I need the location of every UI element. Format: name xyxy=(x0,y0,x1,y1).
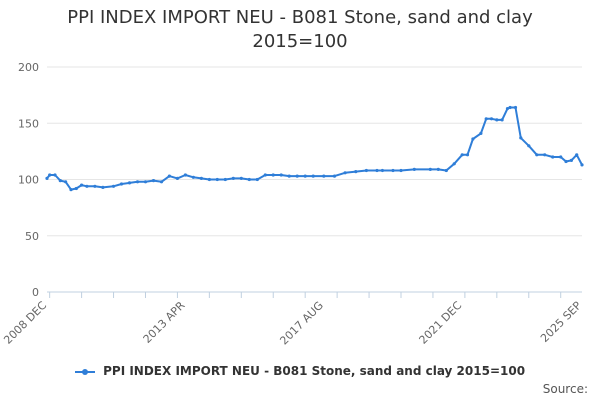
data-point xyxy=(263,173,267,177)
data-point xyxy=(215,177,219,182)
data-point xyxy=(69,188,73,192)
y-tick-label: 150 xyxy=(18,117,39,130)
y-tick-label: 0 xyxy=(32,286,39,299)
data-point xyxy=(303,174,307,178)
data-point xyxy=(513,105,518,110)
data-point xyxy=(564,159,568,164)
y-tick-label: 50 xyxy=(25,230,39,243)
data-point xyxy=(239,176,243,180)
data-point xyxy=(527,144,531,148)
data-point xyxy=(500,118,504,122)
data-point xyxy=(85,184,89,188)
chart-title: PPI INDEX IMPORT NEU - B081 Stone, sand … xyxy=(0,6,600,54)
data-point xyxy=(127,181,132,185)
data-point xyxy=(255,177,259,182)
data-point xyxy=(64,180,68,184)
data-point xyxy=(58,179,62,183)
data-point xyxy=(271,173,275,177)
data-point xyxy=(354,170,358,174)
data-point xyxy=(375,168,379,173)
legend[interactable]: PPI INDEX IMPORT NEU - B081 Stone, sand … xyxy=(0,364,600,378)
data-point xyxy=(53,173,57,177)
data-point xyxy=(247,177,251,182)
data-point xyxy=(460,153,464,157)
data-point xyxy=(399,168,403,173)
data-point xyxy=(412,167,416,171)
data-point xyxy=(45,176,49,180)
data-point xyxy=(465,153,470,157)
data-point xyxy=(135,180,140,184)
chart-title-line-1: PPI INDEX IMPORT NEU - B081 Stone, sand … xyxy=(67,7,533,28)
data-point xyxy=(175,176,179,180)
data-point xyxy=(559,155,563,159)
data-point xyxy=(295,174,299,178)
data-point xyxy=(569,158,574,162)
series-layer xyxy=(45,105,584,192)
x-tick-label: 2013 APR xyxy=(141,299,188,346)
data-point xyxy=(223,177,227,182)
data-point xyxy=(74,186,78,191)
data-point xyxy=(311,174,315,178)
data-point xyxy=(471,137,475,141)
data-point xyxy=(380,168,384,173)
data-point xyxy=(207,177,211,182)
data-point xyxy=(495,118,499,122)
x-tick-label: 2017 AUG xyxy=(277,299,326,348)
data-point xyxy=(580,163,584,167)
data-point xyxy=(191,175,195,179)
data-point xyxy=(428,167,432,171)
chart-title-line-2: 2015=100 xyxy=(252,31,348,52)
data-point xyxy=(452,162,456,166)
data-point xyxy=(111,184,116,188)
data-point xyxy=(80,183,84,187)
data-point xyxy=(391,168,395,173)
data-point xyxy=(551,155,555,159)
source-label[interactable]: Source: xyxy=(542,382,588,396)
x-tick-label: 2025 SEP xyxy=(538,299,584,345)
data-point xyxy=(101,185,105,189)
data-point xyxy=(343,171,347,175)
data-point xyxy=(505,107,510,111)
data-point xyxy=(199,176,203,180)
data-point xyxy=(183,173,187,177)
data-point xyxy=(484,117,488,121)
data-point xyxy=(364,168,368,173)
data-point xyxy=(535,153,539,157)
data-point xyxy=(479,131,483,135)
y-tick-label: 100 xyxy=(18,174,39,187)
data-point xyxy=(332,174,337,178)
data-point xyxy=(151,179,156,183)
x-tick-label: 2008 DEC xyxy=(1,299,49,347)
data-point xyxy=(279,173,283,177)
x-axis: 2008 DEC 2013 APR 2017 AUG 2021 DEC 2025 SEP xyxy=(1,291,584,348)
y-axis: 0 50 100 150 200 xyxy=(18,61,39,299)
legend-item-label: PPI INDEX IMPORT NEU - B081 Stone, sand … xyxy=(103,364,526,378)
legend-line-marker-icon xyxy=(74,368,95,375)
data-point xyxy=(508,105,512,110)
data-point xyxy=(322,174,326,178)
data-point xyxy=(143,180,148,184)
gridlines xyxy=(47,66,582,237)
data-point xyxy=(543,153,547,157)
data-point xyxy=(575,153,579,157)
data-point xyxy=(119,182,124,186)
data-point xyxy=(93,184,97,188)
data-point xyxy=(231,176,235,180)
data-point xyxy=(444,168,448,173)
data-point xyxy=(519,136,523,140)
data-point xyxy=(287,174,291,178)
y-tick-label: 200 xyxy=(18,61,39,74)
data-point xyxy=(48,173,52,177)
data-point xyxy=(167,174,171,178)
data-point xyxy=(489,117,494,121)
x-tick-label: 2021 DEC xyxy=(417,299,465,347)
data-point xyxy=(159,180,164,184)
data-point xyxy=(436,167,440,171)
